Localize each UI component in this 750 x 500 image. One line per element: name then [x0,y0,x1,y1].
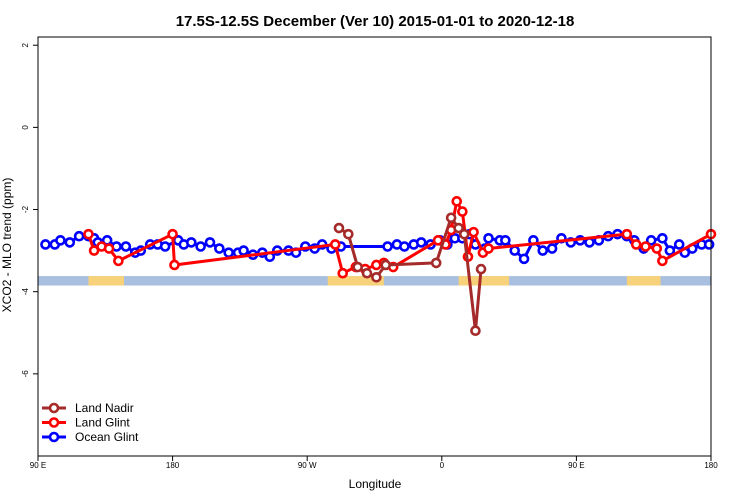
legend-label-land-glint: Land Glint [75,416,130,430]
y-tick-label: 0 [21,125,30,130]
ocean-glint-point [159,241,171,252]
ocean-glint-point [55,235,66,246]
land-glint-point [103,243,115,254]
plot-area [37,36,717,457]
land-nadir-point [371,272,382,283]
land-glint-point [432,235,444,246]
y-tick-label: -2 [21,205,30,213]
land-glint-point [468,226,479,238]
ocean-glint-point [73,230,85,242]
land-nadir-line [338,216,483,333]
y-tick-label: -6 [21,370,30,378]
y-axis-label: XCO2 - MLO trend (ppm) [0,178,14,313]
y-axis: 2 0 -2 -4 -6 [21,42,38,377]
x-tick-label: 90 E [568,461,584,470]
land-segment-0 [88,276,124,286]
ocean-glint-point [645,235,657,246]
land-nadir-point [352,261,363,273]
x-tick-label: 90 W [298,461,317,470]
legend-marker-land-glint [48,417,60,428]
legend-marker-land-nadir [48,402,60,414]
ocean-glint-point [399,241,410,252]
ocean-glint-point [518,253,530,265]
x-tick-label: 180 [704,461,718,470]
ocean-glint-point [185,237,197,248]
ocean-glint-point [703,239,715,250]
chart-title: 17.5S-12.5S December (Ver 10) 2015-01-01… [176,13,575,30]
ocean-glint-point [214,243,225,254]
land-nadir-point [445,212,457,224]
legend-marker-ocean-glint [48,431,60,443]
ocean-glint-point [195,241,206,252]
land-glint-point [83,228,94,240]
land-nadir-point [430,257,442,269]
ocean-glint-point [537,245,549,256]
y-tick-label: -4 [21,288,30,296]
ocean-glint-point [120,241,132,252]
land-nadir-point [453,222,464,234]
plot-frame [37,36,712,457]
ocean-glint-point [509,245,521,256]
ocean-glint-point [238,245,249,256]
ocean-glint-point [415,237,427,248]
land-glint-point [167,228,178,240]
land-glint-point [88,245,100,256]
land-nadir-point [333,222,345,234]
land-glint-point [483,243,494,254]
ocean-glint-point [483,232,494,244]
ocean-glint-point [223,247,234,258]
land-nadir-point [343,228,354,240]
y-tick-label: 2 [21,42,30,47]
land-glint-point [451,196,463,207]
ocean-glint-point [657,232,668,244]
land-glint-point [169,259,180,271]
ocean-glint-point [64,237,76,248]
x-tick-label: 180 [166,461,180,470]
ocean-glint-point [40,239,51,250]
land-glint-point [337,267,349,279]
x-axis: 90 E 180 90 W 0 90 E 180 [30,456,718,470]
land-nadir-point [361,267,373,279]
land-glint-point [640,241,651,252]
ocean-glint-point [664,245,676,256]
land-nadir-point [458,228,470,240]
x-tick-label: 0 [440,461,445,470]
legend-label-ocean-glint: Ocean Glint [75,430,139,444]
ocean-glint-point [382,241,393,252]
ocean-glint-point [546,243,558,254]
ocean-glint-point [673,239,685,250]
land-nadir-point [380,259,392,271]
ocean-glint-point [500,235,511,246]
land-segment-1 [327,276,384,286]
land-segment-2 [458,276,510,286]
land-nadir-point [475,263,487,275]
x-axis-label: Longitude [349,477,402,491]
land-glint-point [113,255,124,267]
land-glint-point [329,239,341,250]
legend-label-land-nadir: Land Nadir [75,401,134,415]
land-glint-point [630,239,642,250]
land-glint-point [457,206,468,217]
land-glint-point [621,228,633,240]
ocean-glint-point [204,237,216,248]
land-glint-point [657,255,668,267]
land-segment-3 [626,276,661,286]
x-tick-label: 90 E [30,461,46,470]
land-glint-point [651,243,663,254]
land-nadir-point [470,325,481,337]
